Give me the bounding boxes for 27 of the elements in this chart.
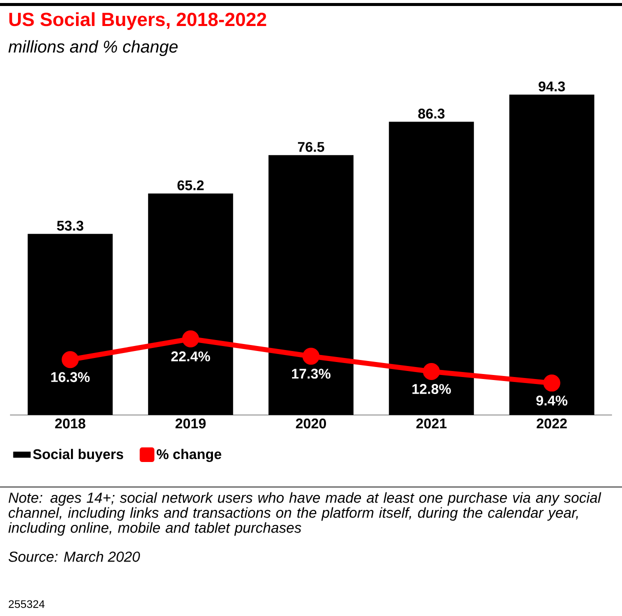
data-label: 94.3 [538,81,565,92]
x-tick-label: 2020 [296,418,326,428]
chart-subtitle: millions and % change [8,40,178,56]
data-label: 9.4% [536,396,568,406]
data-label: 16.3% [51,372,90,382]
x-tick-label: 2019 [176,418,206,428]
data-label: 22.4% [171,351,210,362]
source-note: Source: March 2020 [8,551,140,562]
chart-title: US Social Buyers, 2018-2022 [9,12,266,30]
text: Note: ages 14+; social network users who have made at least one purchase via any social channel, including links and transactions on the platform itself, during the calendar year, including online, mobile and tablet purchases [8,492,602,536]
data-label: 12.8% [412,384,451,394]
x-tick-label: 2021 [416,418,447,428]
point [182,330,200,348]
data-label: 17.3% [292,368,330,379]
text: 255324 [8,600,45,608]
point [422,363,440,380]
x-tick-label: 2018 [55,418,86,428]
data-label: 86.3 [418,108,445,119]
data-label: 76.5 [298,142,324,152]
legend-label: Social buyers [33,448,124,462]
point [302,348,320,365]
point [62,351,79,368]
point [543,374,560,392]
data-label: 65.2 [178,180,204,190]
data-label: 53.3 [57,220,84,231]
legend-label: % change [156,448,222,462]
x-tick-label: 2022 [536,418,567,428]
